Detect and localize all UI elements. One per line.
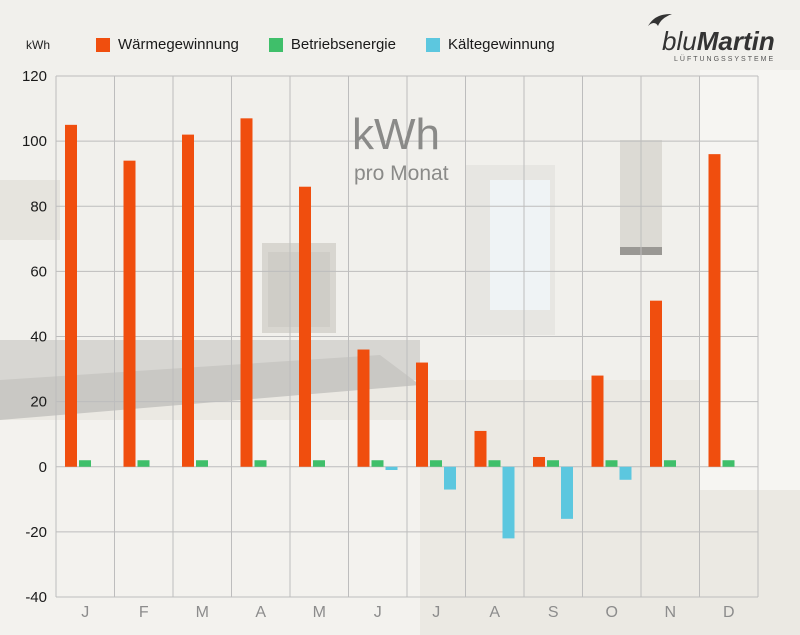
x-tick-label: J <box>432 604 440 621</box>
bar-betrieb <box>137 460 150 467</box>
x-tick-label: M <box>196 604 209 621</box>
x-tick-label: F <box>139 604 149 621</box>
logo-wordmark: bluMartin <box>662 26 775 56</box>
y-tick-label: 100 <box>22 133 47 150</box>
bar-betrieb <box>488 460 501 467</box>
bar-kaelte <box>502 466 515 539</box>
bar-kaelte <box>385 466 398 471</box>
y-tick-label: 120 <box>22 68 47 85</box>
x-tick-label: S <box>548 604 559 621</box>
bar-waerme <box>299 186 311 467</box>
bar-kaelte <box>619 466 632 480</box>
bar-waerme <box>474 430 487 467</box>
bar-waerme <box>240 118 253 467</box>
bar-betrieb <box>664 460 676 467</box>
bar-betrieb <box>79 460 91 467</box>
bar-betrieb <box>313 460 325 467</box>
y-tick-label: 80 <box>30 198 47 215</box>
x-tick-label: J <box>374 604 382 621</box>
bar-waerme <box>123 160 136 467</box>
legend-swatch-kaelte <box>425 37 440 52</box>
bar-betrieb <box>722 460 735 467</box>
legend-label-waerme: Wärmegewinnung <box>118 36 239 53</box>
legend-item-kaelte: Kältegewinnung <box>425 36 555 53</box>
swallow-icon <box>648 14 672 26</box>
overlay-subtitle: pro Monat <box>354 162 449 185</box>
y-axis-ticks: 120 100 80 60 40 20 0 -20 -40 <box>22 68 47 606</box>
y-tick-label: -40 <box>25 589 47 606</box>
bar-waerme <box>708 154 721 467</box>
bar-waerme <box>591 375 604 467</box>
grid-layer <box>55 75 759 598</box>
x-tick-label: J <box>81 604 89 621</box>
x-tick-label: N <box>664 604 676 621</box>
bar-waerme <box>357 349 370 467</box>
bar-betrieb <box>196 460 208 467</box>
legend-item-waerme: Wärmegewinnung <box>96 36 239 53</box>
logo-subtitle: LÜFTUNGSSYSTEME <box>674 56 776 63</box>
legend-item-betrieb: Betriebsenergie <box>268 36 396 53</box>
legend-label-kaelte: Kältegewinnung <box>447 36 555 53</box>
x-tick-label: O <box>606 604 618 621</box>
y-tick-label: 40 <box>30 329 47 346</box>
x-tick-label: A <box>255 604 266 621</box>
x-tick-label: M <box>313 604 326 621</box>
bar-waerme <box>533 456 545 467</box>
x-tick-label: D <box>723 604 735 621</box>
y-tick-label: 60 <box>30 263 47 280</box>
overlay-title: kWh <box>352 110 440 159</box>
bar-betrieb <box>430 460 442 467</box>
bar-waerme <box>65 124 77 467</box>
y-axis-unit-label: kWh <box>26 38 50 52</box>
bar-betrieb <box>547 460 559 467</box>
legend-label-betrieb: Betriebsenergie <box>290 36 396 53</box>
bar-kaelte <box>444 466 456 490</box>
y-tick-label: 20 <box>30 394 47 411</box>
legend-swatch-betrieb <box>268 37 283 52</box>
y-tick-label: -20 <box>25 524 47 541</box>
y-tick-label: 0 <box>39 459 47 476</box>
bar-kaelte <box>561 466 573 519</box>
bar-betrieb <box>254 460 267 467</box>
x-tick-label: A <box>489 604 500 621</box>
bar-waerme <box>650 300 662 467</box>
legend: Wärmegewinnung Betriebsenergie Kältegewi… <box>96 36 585 53</box>
bar-waerme <box>182 134 194 467</box>
bars-layer <box>65 118 735 539</box>
bar-betrieb <box>371 460 384 467</box>
bar-betrieb <box>605 460 618 467</box>
bar-waerme <box>416 362 428 467</box>
blumartin-logo: bluMartin LÜFTUNGSSYSTEME <box>636 14 776 64</box>
legend-swatch-waerme <box>96 37 110 52</box>
